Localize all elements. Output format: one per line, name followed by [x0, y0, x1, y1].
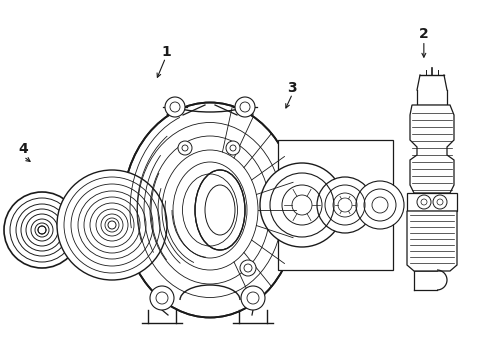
Circle shape [240, 260, 256, 276]
Circle shape [108, 221, 116, 229]
Circle shape [417, 195, 431, 209]
Circle shape [165, 97, 185, 117]
Text: 4: 4 [19, 143, 28, 156]
Circle shape [317, 177, 373, 233]
Circle shape [226, 141, 240, 155]
Bar [277, 140, 392, 270]
Circle shape [150, 286, 174, 310]
Circle shape [235, 97, 255, 117]
Text: 3: 3 [287, 81, 296, 95]
Ellipse shape [195, 170, 245, 250]
Circle shape [433, 195, 447, 209]
Polygon shape [407, 211, 457, 271]
Circle shape [241, 286, 265, 310]
Circle shape [178, 141, 192, 155]
Polygon shape [410, 105, 454, 193]
Circle shape [356, 181, 404, 229]
Bar [407, 193, 457, 211]
Circle shape [57, 170, 167, 280]
Ellipse shape [122, 103, 297, 318]
Text: 2: 2 [419, 27, 429, 41]
Circle shape [38, 226, 46, 234]
Circle shape [260, 163, 344, 247]
Text: 1: 1 [162, 45, 172, 59]
